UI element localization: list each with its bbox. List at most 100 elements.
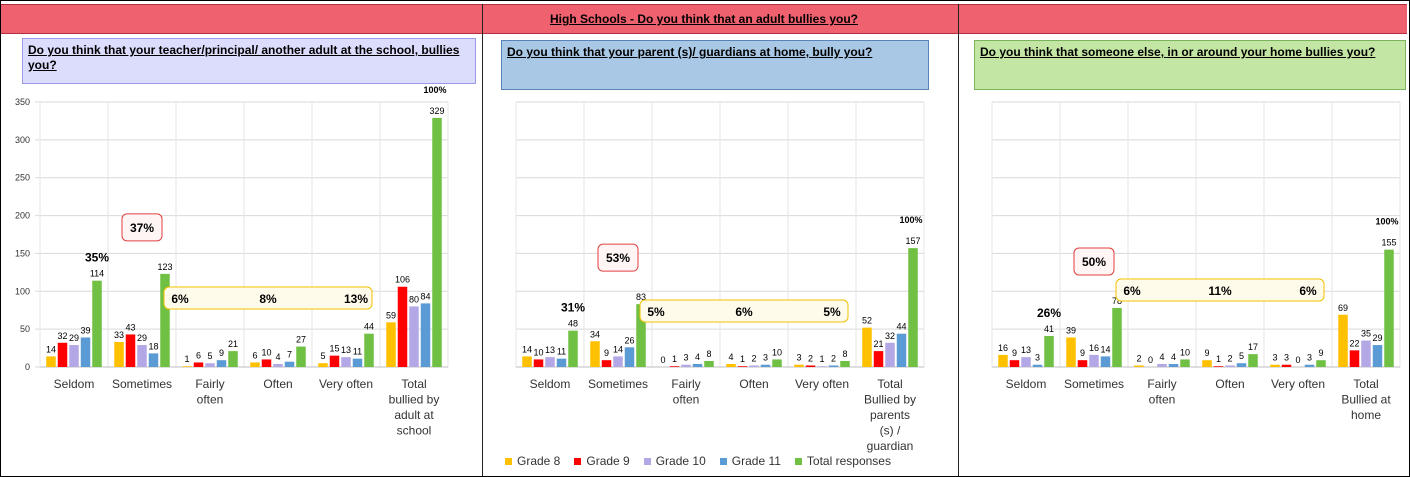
bar [1112,307,1122,367]
bar [1180,359,1190,367]
legend: Grade 8 Grade 9 Grade 10 Grade 11 Total … [505,454,891,468]
bar [193,362,204,367]
bar-value-label: 29 [1372,333,1382,343]
bar [296,346,306,367]
legend-item: Grade 9 [574,454,630,468]
bar [749,365,759,367]
bar [341,357,351,367]
y-tick-label: 350 [15,97,30,107]
bar-value-label: 14 [1100,344,1110,354]
bar-value-label: 11 [353,347,362,357]
yellow-callout [1115,278,1325,302]
legend-swatch [505,457,512,465]
percent-label: 100% [423,85,446,95]
bar [636,304,646,367]
percent-label: 26% [1037,306,1061,320]
bar [1384,249,1394,367]
bar-value-label: 1 [184,354,189,364]
bar [794,364,804,367]
bar-value-label: 52 [862,316,872,326]
bar [1338,314,1348,367]
bar [681,364,691,367]
bar [885,342,895,367]
bar [522,356,532,367]
bar [1213,366,1224,367]
bar-value-label: 4 [728,352,733,362]
bar [613,356,623,367]
red-callout [1073,247,1115,276]
bar [1349,350,1360,367]
y-tick-label: 200 [15,211,30,221]
y-tick-label: 300 [15,135,30,145]
legend-label: Grade 8 [517,454,561,468]
red-callout [121,213,163,242]
bar [1202,360,1212,367]
legend-swatch [794,457,802,465]
yellow-callout-label: 5% [647,305,665,319]
legend-swatch [574,457,582,465]
category-label: home [1351,408,1381,422]
bar [545,357,555,367]
bar-value-label: 8 [706,349,711,359]
bar-value-label: 1 [1216,354,1221,364]
bar-value-label: 32 [57,331,67,341]
bar [432,117,442,368]
category-label: Sometimes [112,377,172,391]
bar [1100,356,1111,367]
category-label: Often [263,377,292,391]
bar-value-label: 29 [69,333,79,343]
yellow-callout-label: 8% [259,292,277,306]
bar-value-label: 16 [1089,343,1099,353]
bar-value-label: 9 [1318,348,1323,358]
bar [409,306,419,367]
bar-value-label: 14 [46,344,56,354]
category-label: bullied by [389,393,440,407]
category-label: often [673,393,700,407]
bar [704,360,714,367]
bar-value-label: 3 [1307,353,1312,363]
bar [1134,365,1144,367]
y-tick-label: 150 [15,248,30,258]
bar-value-label: 14 [522,344,532,354]
yellow-callout-label: 11% [1208,284,1232,298]
bar-value-label: 78 [1112,296,1122,306]
bar-value-label: 3 [1035,353,1040,363]
bar [772,359,782,367]
bar [828,365,839,367]
bar-value-label: 83 [636,292,646,302]
bar-value-label: 9 [1204,348,1209,358]
red-callout-label: 37% [130,221,154,235]
bar-value-label: 8 [842,349,847,359]
bar-value-label: 10 [533,347,543,357]
category-label: often [197,393,224,407]
bar-value-label: 10 [772,347,782,357]
bar [601,360,612,367]
legend-label: Grade 9 [586,454,630,468]
bar [1009,360,1020,367]
bar [216,360,227,367]
bar [1089,354,1099,367]
legend-item: Grade 11 [719,454,781,468]
bar-value-label: 39 [80,325,90,335]
bar [908,248,918,367]
bar [1236,363,1247,367]
bar-value-label: 39 [1066,325,1076,335]
bar-value-label: 3 [1272,353,1277,363]
legend-label: Grade 10 [655,454,706,468]
bar [669,366,680,367]
bar-value-label: 43 [125,322,135,332]
category-label: Total [401,377,426,391]
legend-item: Grade 8 [505,454,560,468]
bar [1168,363,1179,367]
bar [737,366,748,367]
category-label: Often [1215,377,1244,391]
bar-value-label: 4 [1159,352,1164,362]
bar [46,356,56,367]
yellow-callout [639,299,849,323]
bar-value-label: 9 [1080,348,1085,358]
question-box-school: Do you think that your teacher/principal… [22,38,476,84]
bar-value-label: 6 [196,350,201,360]
category-label: Bullied at [1341,393,1391,407]
bar-value-label: 4 [695,352,700,362]
